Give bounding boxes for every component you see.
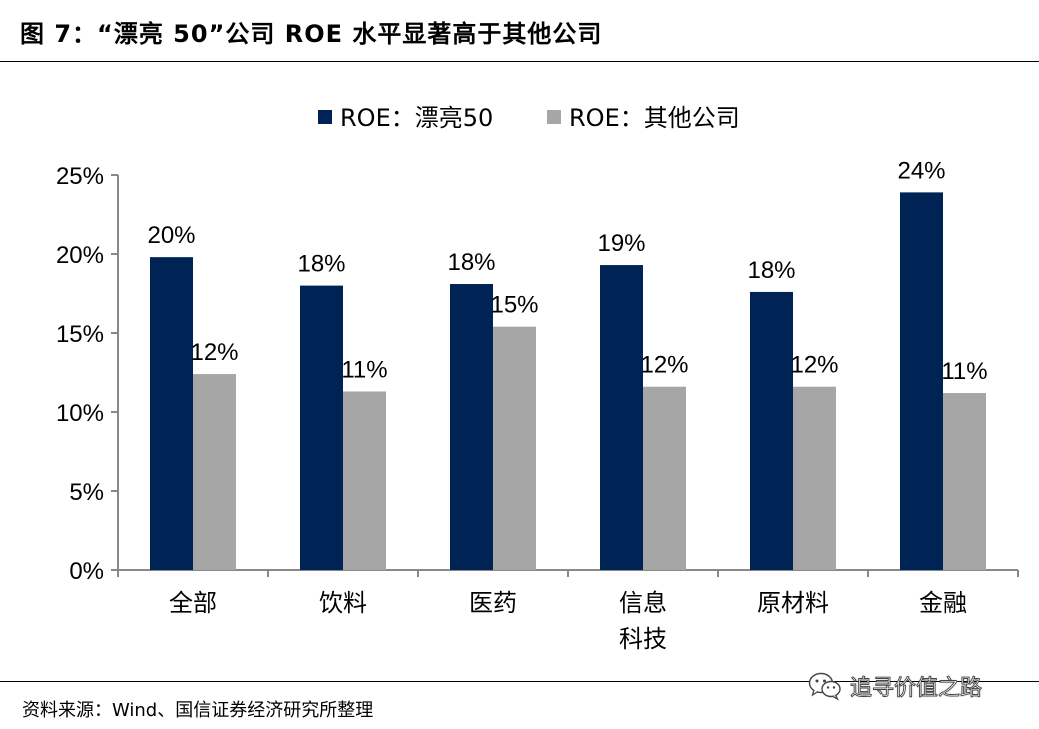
data-label: 12% (790, 352, 838, 379)
source-note: 资料来源：Wind、国信证券经济研究所整理 (22, 700, 374, 721)
data-label: 15% (490, 292, 538, 319)
figure-header: 图 7：“漂亮 50”公司 ROE 水平显著高于其他公司 (0, 0, 1039, 62)
x-tick-label: 信息 (619, 589, 667, 617)
x-tick-label: 原材料 (757, 589, 829, 617)
y-tick-label: 5% (69, 479, 104, 506)
x-tick-label: 科技 (619, 625, 667, 653)
bar-others (343, 391, 386, 570)
y-tick-label: 0% (69, 558, 104, 585)
y-tick-label: 20% (56, 242, 104, 269)
data-label: 12% (190, 339, 238, 366)
bar-piaoliang50 (750, 291, 793, 570)
bar-piaoliang50 (900, 192, 943, 570)
x-tick-label: 金融 (919, 589, 967, 617)
legend-label: ROE：其他公司 (569, 104, 740, 132)
x-tick-label: 全部 (169, 589, 217, 617)
legend-label: ROE：漂亮50 (340, 104, 493, 132)
bar-piaoliang50 (300, 285, 343, 570)
bar-chart: 0% 5% 10% 15% 20% 25% 20% 12% 全部 18% 11% 饮料 18% 15% 医药… (56, 104, 1019, 653)
footer-divider (0, 681, 1039, 682)
data-label: 18% (747, 257, 795, 284)
data-label: 12% (640, 352, 688, 379)
chart-area: 0% 5% 10% 15% 20% 25% 20% 12% 全部 18% 11% 饮料 18% 15% 医药… (0, 62, 1039, 680)
x-tick-label: 医药 (469, 589, 517, 617)
bar-others (793, 386, 836, 570)
data-label: 19% (597, 230, 645, 257)
bar-others (193, 374, 236, 570)
bar-piaoliang50 (450, 284, 493, 570)
y-tick-label: 15% (56, 321, 104, 348)
x-tick-label: 饮料 (319, 589, 367, 617)
legend-swatch (318, 110, 332, 124)
bar-piaoliang50 (600, 265, 643, 570)
figure-title: 图 7：“漂亮 50”公司 ROE 水平显著高于其他公司 (20, 20, 603, 48)
bar-others (643, 386, 686, 570)
bar-piaoliang50 (150, 257, 193, 570)
watermark-text: 追寻价值之路 (850, 676, 983, 702)
y-tick-label: 10% (56, 400, 104, 427)
watermark: 追寻价值之路 (808, 670, 982, 702)
data-label: 18% (447, 249, 495, 276)
bar-others (943, 393, 986, 570)
legend-swatch (547, 110, 561, 124)
wechat-icon (808, 672, 841, 701)
bar-others (493, 326, 536, 570)
data-label: 18% (297, 251, 345, 278)
data-label: 11% (341, 356, 387, 383)
data-label: 20% (147, 222, 195, 249)
data-label: 24% (897, 157, 945, 184)
y-tick-label: 25% (56, 163, 104, 190)
data-label: 11% (941, 358, 987, 385)
